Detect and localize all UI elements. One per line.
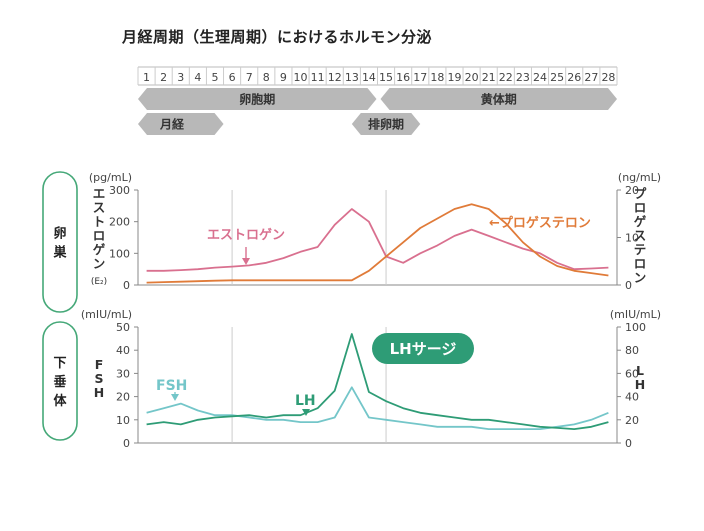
day-label-13: 13 bbox=[345, 71, 359, 84]
day-label-18: 18 bbox=[430, 71, 444, 84]
day-label-23: 23 bbox=[516, 71, 530, 84]
pituitary-right-label-char: H bbox=[635, 377, 645, 392]
day-label-6: 6 bbox=[229, 71, 236, 84]
pituitary-series-LH bbox=[146, 333, 609, 431]
day-label-26: 26 bbox=[567, 71, 581, 84]
phase-label-3: 排卵期 bbox=[368, 117, 404, 132]
day-label-22: 22 bbox=[499, 71, 513, 84]
day-label-2: 2 bbox=[160, 71, 167, 84]
ovary-left-label-char: ト bbox=[93, 214, 106, 229]
pituitary-right-tick-label: 0 bbox=[625, 437, 632, 450]
day-label-27: 27 bbox=[584, 71, 598, 84]
pituitary-left-tick-label: 20 bbox=[116, 391, 130, 404]
day-label-11: 11 bbox=[311, 71, 325, 84]
phase-label-0: 卵胞期 bbox=[239, 92, 275, 107]
ovary-right-tick-label: 0 bbox=[625, 279, 632, 292]
pituitary-series-FSH bbox=[146, 386, 609, 431]
organ-ovary-char: 卵 bbox=[53, 226, 66, 242]
ovary-left-label-char: ロ bbox=[93, 228, 106, 243]
pituitary-right-tick-label: 100 bbox=[625, 321, 646, 334]
day-label-3: 3 bbox=[177, 71, 184, 84]
ovary-left-unit: (pg/mL) bbox=[89, 171, 132, 184]
day-label-16: 16 bbox=[396, 71, 410, 84]
phase-arrow-2 bbox=[138, 113, 224, 135]
day-label-19: 19 bbox=[447, 71, 461, 84]
annotation-lh: LH bbox=[295, 393, 316, 409]
pituitary-right-unit: (mIU/mL) bbox=[610, 308, 661, 321]
pituitary-left-label-char: S bbox=[94, 371, 103, 386]
pituitary-left-label-char: F bbox=[95, 357, 104, 372]
organ-pituitary-outline bbox=[42, 321, 78, 441]
ovary-series-プロゲステロン bbox=[146, 203, 609, 284]
organ-pituitary-char: 体 bbox=[53, 393, 67, 409]
ovary-left-label-char: ン bbox=[93, 256, 106, 271]
day-label-20: 20 bbox=[465, 71, 479, 84]
pituitary-right-label-char: L bbox=[636, 363, 644, 378]
day-label-7: 7 bbox=[246, 71, 253, 84]
phase-arrow-3 bbox=[351, 113, 421, 135]
ovary-right-label-char: プ bbox=[634, 186, 647, 201]
annotation-progesterone: ←プロゲステロン bbox=[489, 215, 591, 231]
day-label-1: 1 bbox=[143, 71, 150, 84]
ovary-right-label-char: ゲ bbox=[634, 214, 647, 229]
pituitary-left-tick-label: 30 bbox=[116, 367, 130, 380]
phase-label-2: 月経 bbox=[159, 117, 185, 132]
organ-ovary-char: 巣 bbox=[52, 245, 67, 261]
annotation-lh-arrowhead bbox=[302, 409, 310, 416]
day-label-4: 4 bbox=[194, 71, 201, 84]
annotation-estrogen-arrowhead bbox=[242, 258, 250, 265]
pituitary-left-tick-label: 40 bbox=[116, 344, 130, 357]
pituitary-left-label-char: H bbox=[94, 385, 104, 400]
pituitary-right-tick-label: 80 bbox=[625, 344, 639, 357]
day-label-10: 10 bbox=[294, 71, 308, 84]
ovary-series-エストロゲン bbox=[146, 208, 609, 272]
ovary-left-label-char: ゲ bbox=[93, 242, 106, 257]
pituitary-left-tick-label: 50 bbox=[116, 321, 130, 334]
day-label-25: 25 bbox=[550, 71, 564, 84]
organ-pituitary-char: 下 bbox=[53, 356, 66, 371]
day-label-8: 8 bbox=[263, 71, 270, 84]
pituitary-right-tick-label: 40 bbox=[625, 391, 639, 404]
day-label-17: 17 bbox=[413, 71, 427, 84]
ovary-left-tick-label: 100 bbox=[109, 247, 130, 260]
ovary-right-label-char: ン bbox=[634, 270, 647, 285]
ovary-right-label-char: ス bbox=[634, 228, 647, 243]
annotation-estrogen: エストロゲン bbox=[207, 227, 285, 243]
pituitary-right-tick-label: 60 bbox=[625, 367, 639, 380]
day-label-12: 12 bbox=[328, 71, 342, 84]
organ-ovary-outline bbox=[42, 171, 78, 313]
day-label-24: 24 bbox=[533, 71, 547, 84]
ovary-left-label-sub: (E₂) bbox=[91, 277, 107, 287]
ovary-left-label-char: エ bbox=[93, 186, 106, 201]
ovary-right-tick-label: 20 bbox=[625, 184, 639, 197]
day-label-15: 15 bbox=[379, 71, 393, 84]
day-label-28: 28 bbox=[601, 71, 615, 84]
ovary-left-tick-label: 200 bbox=[109, 216, 130, 229]
lh-surge-label: LHサージ bbox=[390, 340, 457, 358]
phase-arrow-0 bbox=[138, 88, 377, 110]
ovary-right-label-char: テ bbox=[634, 242, 647, 257]
ovary-left-label-char: ス bbox=[93, 200, 106, 215]
ovary-left-tick-label: 0 bbox=[123, 279, 130, 292]
day-label-21: 21 bbox=[482, 71, 496, 84]
pituitary-right-tick-label: 20 bbox=[625, 414, 639, 427]
organ-pituitary-char: 垂 bbox=[53, 374, 66, 390]
phase-label-1: 黄体期 bbox=[481, 92, 517, 107]
ovary-right-tick-label: 10 bbox=[625, 232, 639, 245]
pituitary-left-tick-label: 10 bbox=[116, 414, 130, 427]
day-label-9: 9 bbox=[280, 71, 287, 84]
lh-surge-badge bbox=[372, 333, 474, 364]
day-label-14: 14 bbox=[362, 71, 376, 84]
ovary-right-label-char: ロ bbox=[634, 256, 647, 271]
phase-arrow-1 bbox=[380, 88, 617, 110]
pituitary-left-unit: (mIU/mL) bbox=[81, 308, 132, 321]
ovary-right-unit: (ng/mL) bbox=[618, 171, 661, 184]
ovary-left-tick-label: 300 bbox=[109, 184, 130, 197]
ovary-right-label-char: ロ bbox=[634, 200, 647, 215]
pituitary-left-tick-label: 0 bbox=[123, 437, 130, 450]
page-title: 月経周期（生理周期）におけるホルモン分泌 bbox=[122, 28, 433, 46]
annotation-fsh: FSH bbox=[156, 378, 187, 394]
day-label-5: 5 bbox=[211, 71, 218, 84]
